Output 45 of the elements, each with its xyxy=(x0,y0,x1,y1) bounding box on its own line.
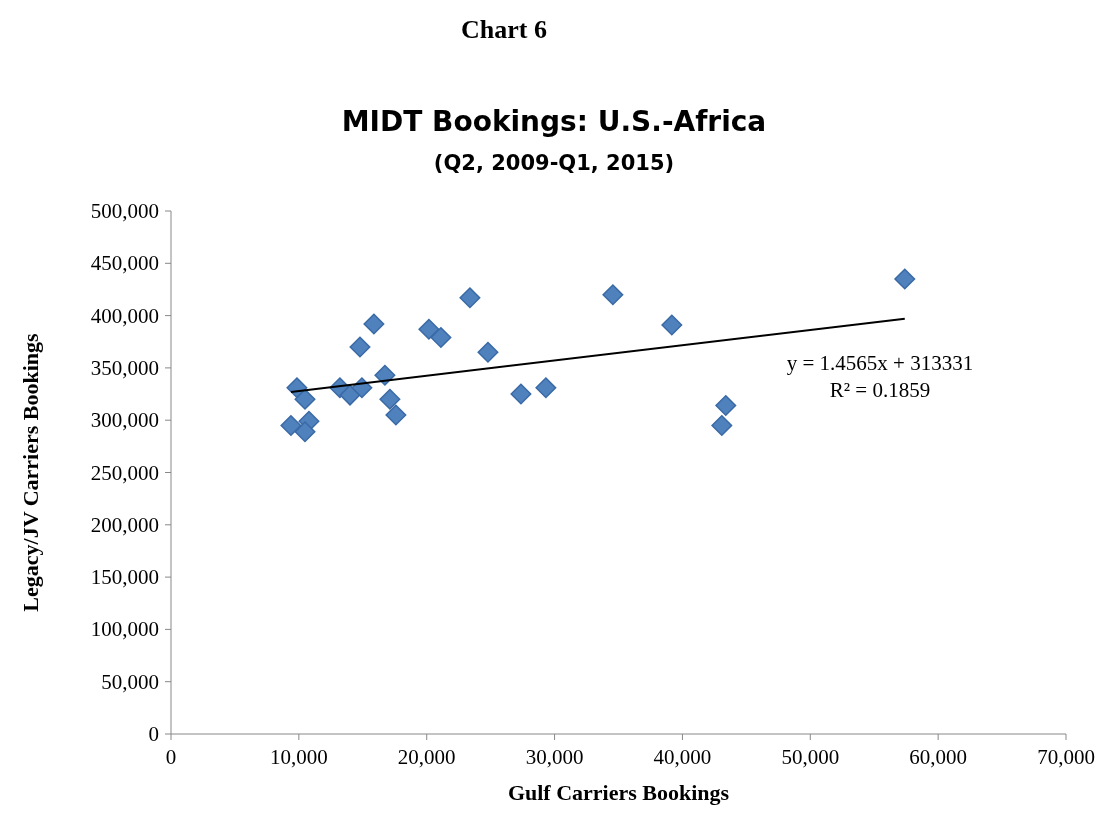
point xyxy=(418,318,440,340)
point xyxy=(711,414,733,436)
annotation: R² = 0.1859 xyxy=(829,378,931,402)
point xyxy=(661,314,683,336)
y-tick-label: 250,000 xyxy=(90,460,159,485)
point xyxy=(294,421,316,443)
y-tick-label: 500,000 xyxy=(90,199,159,223)
y-tick-label: 400,000 xyxy=(90,303,159,328)
point xyxy=(510,383,532,405)
y-tick-label: 300,000 xyxy=(90,408,159,433)
point xyxy=(894,268,916,290)
x-axis-title: Gulf Carriers Bookings xyxy=(507,780,730,805)
y-tick-label: 100,000 xyxy=(90,617,159,642)
point xyxy=(349,336,371,358)
x-tick-label: 50,000 xyxy=(781,745,840,769)
point xyxy=(379,388,401,410)
x-tick-label: 60,000 xyxy=(909,745,968,769)
point xyxy=(374,364,396,386)
y-tick-label: 200,000 xyxy=(90,512,159,537)
x-tick-label: 40,000 xyxy=(653,745,712,769)
point xyxy=(602,284,624,306)
caption: Chart 6 xyxy=(461,15,547,44)
y-tick-label: 450,000 xyxy=(90,251,159,276)
y-tick-label: 150,000 xyxy=(90,565,159,590)
chart-subtitle: (Q2, 2009-Q1, 2015) xyxy=(433,151,675,175)
chart-title: MIDT Bookings: U.S.-Africa xyxy=(341,105,767,138)
x-tick-label: 70,000 xyxy=(1037,745,1095,769)
y-tick-label: 50,000 xyxy=(101,669,159,694)
point xyxy=(459,287,481,309)
y-tick-label: 0 xyxy=(148,722,159,746)
y-axis-title: Legacy/JV Carriers Bookings xyxy=(18,332,43,612)
x-tick-label: 0 xyxy=(165,745,177,769)
point xyxy=(535,377,557,399)
point xyxy=(715,395,737,417)
point xyxy=(430,327,452,349)
point xyxy=(363,313,385,335)
x-tick-label: 10,000 xyxy=(269,745,328,769)
y-tick-label: 350,000 xyxy=(90,355,159,380)
x-tick-label: 30,000 xyxy=(525,745,584,769)
point xyxy=(280,414,302,436)
annotation: y = 1.4565x + 313331 xyxy=(786,351,974,375)
point xyxy=(385,404,407,426)
point xyxy=(294,388,316,410)
x-tick-label: 20,000 xyxy=(397,745,456,769)
point xyxy=(477,341,499,363)
